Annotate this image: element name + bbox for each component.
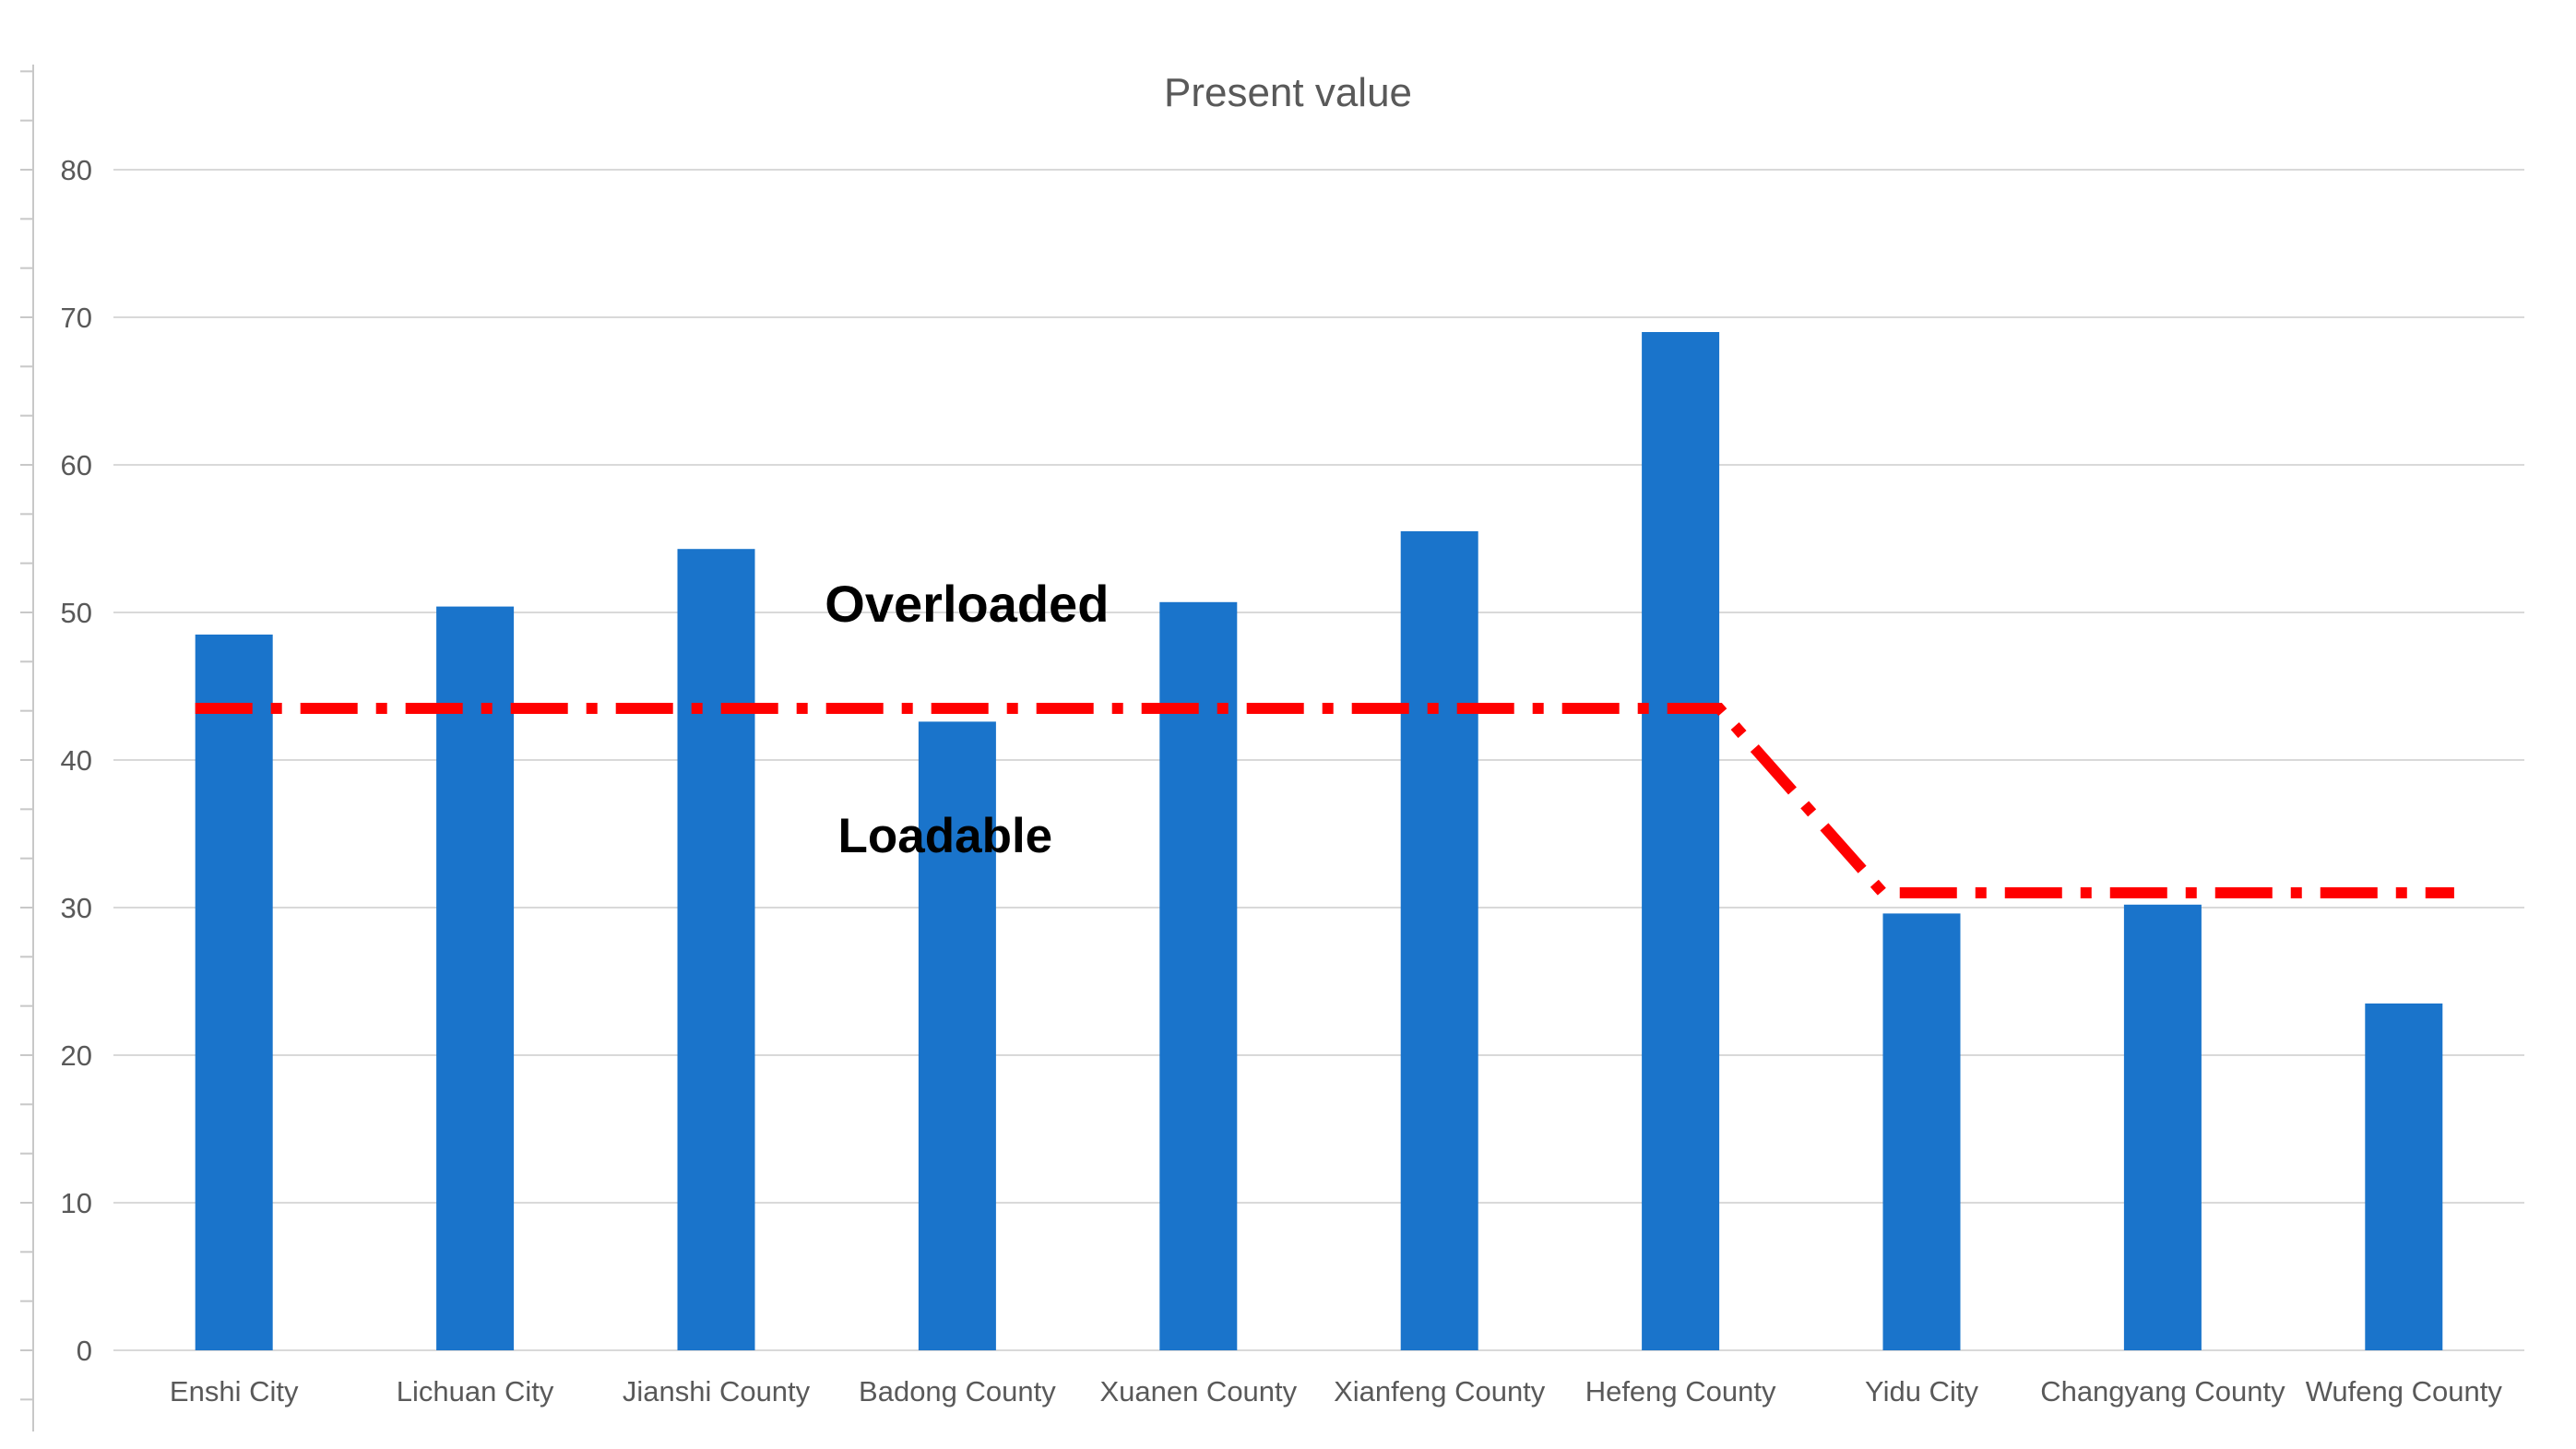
x-axis-label-yidu-city: Yidu City xyxy=(1865,1375,1978,1407)
y-axis-label-70: 70 xyxy=(61,302,92,334)
bar-enshi-city xyxy=(195,635,273,1350)
bar-yidu-city xyxy=(1882,913,1961,1350)
y-axis-label-50: 50 xyxy=(61,597,92,629)
bar-wufeng-county xyxy=(2365,1004,2443,1350)
threshold-dash-dot-line xyxy=(195,703,2454,898)
x-axis-label-badong-county: Badong County xyxy=(859,1375,1056,1407)
x-axis-label-hefeng-county: Hefeng County xyxy=(1585,1375,1776,1407)
bar-hefeng-county xyxy=(1642,332,1720,1350)
chart-title: Present value xyxy=(1163,70,1413,115)
bar-jianshi-county xyxy=(677,549,755,1350)
annotation-loadable: Loadable xyxy=(838,809,1053,863)
bar-xuanen-county xyxy=(1159,601,1238,1350)
bar-badong-county xyxy=(918,721,996,1350)
x-axis-label-lichuan-city: Lichuan City xyxy=(397,1375,554,1407)
x-axis-label-xianfeng-county: Xianfeng County xyxy=(1334,1375,1546,1407)
y-axis-label-10: 10 xyxy=(61,1187,92,1219)
y-axis-label-30: 30 xyxy=(61,892,92,924)
bar-xianfeng-county xyxy=(1400,531,1478,1350)
y-axis-label-0: 0 xyxy=(77,1335,92,1367)
y-axis-label-20: 20 xyxy=(61,1039,92,1072)
x-axis-label-changyang-county: Changyang County xyxy=(2040,1375,2285,1407)
y-axis-label-40: 40 xyxy=(61,744,92,777)
x-axis-label-xuanen-county: Xuanen County xyxy=(1099,1375,1297,1407)
y-axis-label-60: 60 xyxy=(61,449,92,481)
bar-changyang-county xyxy=(2123,904,2202,1350)
x-axis-label-wufeng-county: Wufeng County xyxy=(2306,1375,2503,1407)
bar-lichuan-city xyxy=(436,606,515,1350)
annotation-overloaded: Overloaded xyxy=(825,575,1109,633)
x-axis-label-enshi-city: Enshi City xyxy=(170,1375,299,1407)
x-axis-label-jianshi-county: Jianshi County xyxy=(623,1375,811,1407)
y-axis-label-80: 80 xyxy=(61,154,92,186)
